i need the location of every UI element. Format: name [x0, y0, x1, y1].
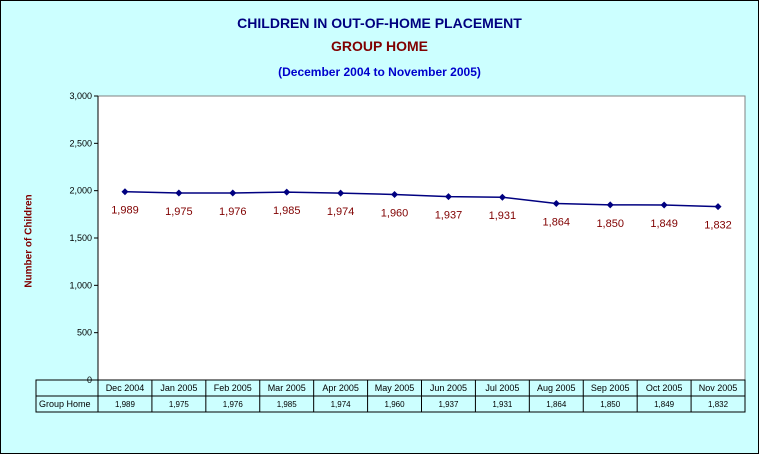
y-tick-label: 3,000 [69, 91, 92, 101]
data-label: 1,937 [435, 210, 463, 222]
data-point [606, 201, 614, 209]
data-table-cell: 1,985 [277, 400, 298, 409]
data-label: 1,931 [489, 210, 517, 222]
y-tick-label: 1,000 [69, 280, 92, 290]
data-point [444, 193, 452, 201]
x-tick-label: Jun 2005 [430, 383, 467, 393]
data-table-cell: 1,989 [115, 400, 136, 409]
y-tick-label: 500 [77, 328, 92, 338]
chart-subtitle: GROUP HOME [331, 38, 428, 54]
data-label: 1,960 [381, 207, 409, 219]
data-label: 1,974 [327, 206, 355, 218]
data-table-cell: 1,975 [169, 400, 190, 409]
y-tick-label: 2,500 [69, 138, 92, 148]
data-point [660, 201, 668, 209]
data-label: 1,985 [273, 205, 301, 217]
x-tick-label: Apr 2005 [322, 383, 359, 393]
data-point [337, 189, 345, 197]
data-table-cell: 1,960 [385, 400, 406, 409]
x-tick-label: Nov 2005 [699, 383, 738, 393]
data-table-cell: 1,850 [600, 400, 621, 409]
data-point [391, 190, 399, 198]
chart-date-range: (December 2004 to November 2005) [278, 65, 481, 79]
x-tick-label: Sep 2005 [591, 383, 630, 393]
x-tick-label: May 2005 [375, 383, 415, 393]
data-table-cell: 1,937 [438, 400, 459, 409]
data-table-cell: 1,931 [492, 400, 513, 409]
plot-area [97, 95, 746, 381]
data-label: 1,975 [165, 206, 193, 218]
x-tick-label: Jan 2005 [160, 383, 197, 393]
data-point [121, 188, 129, 196]
data-point [175, 189, 183, 197]
y-tick-label: 1,500 [69, 233, 92, 243]
data-point [714, 203, 722, 211]
data-label: 1,849 [650, 218, 678, 230]
x-tick-label: Dec 2004 [106, 383, 145, 393]
data-point [229, 189, 237, 197]
x-tick-label: Oct 2005 [646, 383, 683, 393]
data-table-cell: 1,976 [223, 400, 244, 409]
x-tick-label: Aug 2005 [537, 383, 576, 393]
y-tick-label: 2,000 [69, 186, 92, 196]
x-tick-label: Mar 2005 [268, 383, 306, 393]
chart-title: CHILDREN IN OUT-OF-HOME PLACEMENT [237, 15, 522, 31]
data-label: 1,850 [596, 218, 624, 230]
data-table-cell: 1,849 [654, 400, 675, 409]
data-point [498, 193, 506, 201]
data-label: 1,864 [543, 217, 571, 229]
data-table-cell: 1,832 [708, 400, 729, 409]
x-tick-label: Feb 2005 [214, 383, 252, 393]
x-tick-label: Jul 2005 [485, 383, 519, 393]
data-table-cell: 1,974 [331, 400, 352, 409]
data-label: 1,832 [704, 220, 732, 232]
data-table-cell: 1,864 [546, 400, 567, 409]
data-table-series-name: Group Home [39, 399, 91, 409]
data-point [283, 188, 291, 196]
data-point [552, 200, 560, 208]
series-line-group-home [124, 190, 719, 208]
data-label: 1,976 [219, 206, 247, 218]
data-label: 1,989 [111, 205, 139, 217]
